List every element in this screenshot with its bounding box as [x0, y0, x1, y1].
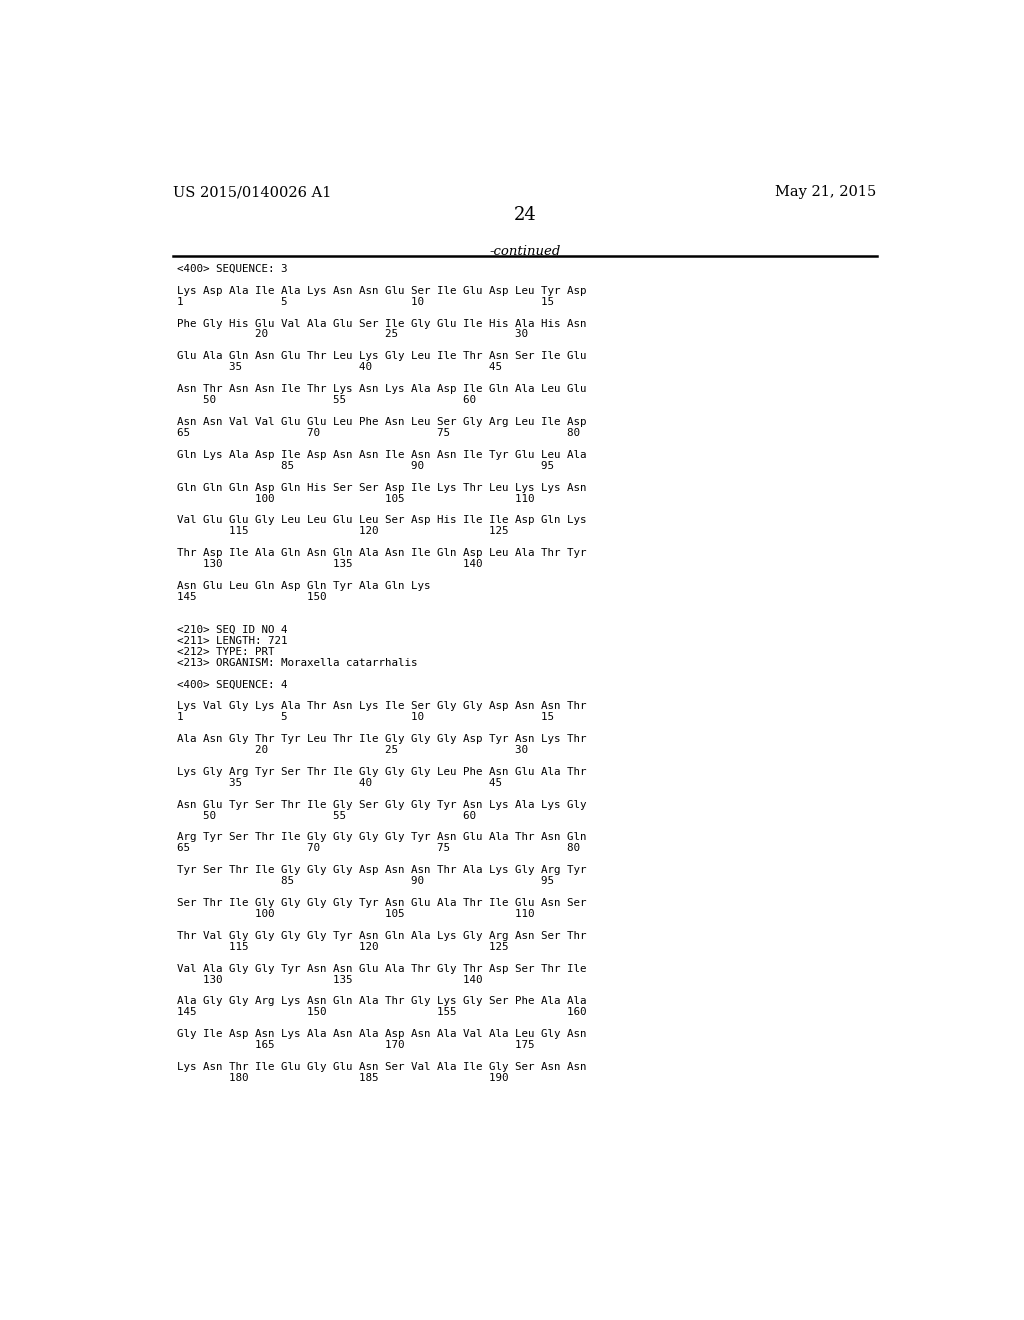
Text: 145                 150                 155                 160: 145 150 155 160: [177, 1007, 587, 1018]
Text: Lys Asn Thr Ile Glu Gly Glu Asn Ser Val Ala Ile Gly Ser Asn Asn: Lys Asn Thr Ile Glu Gly Glu Asn Ser Val …: [177, 1063, 587, 1072]
Text: 85                  90                  95: 85 90 95: [177, 461, 554, 471]
Text: Lys Gly Arg Tyr Ser Thr Ile Gly Gly Gly Leu Phe Asn Glu Ala Thr: Lys Gly Arg Tyr Ser Thr Ile Gly Gly Gly …: [177, 767, 587, 777]
Text: -continued: -continued: [489, 244, 560, 257]
Text: Gln Gln Gln Asp Gln His Ser Ser Asp Ile Lys Thr Leu Lys Lys Asn: Gln Gln Gln Asp Gln His Ser Ser Asp Ile …: [177, 483, 587, 492]
Text: 115                 120                 125: 115 120 125: [177, 941, 508, 952]
Text: 115                 120                 125: 115 120 125: [177, 527, 508, 536]
Text: Ser Thr Ile Gly Gly Gly Gly Tyr Asn Glu Ala Thr Ile Glu Asn Ser: Ser Thr Ile Gly Gly Gly Gly Tyr Asn Glu …: [177, 898, 587, 908]
Text: Lys Val Gly Lys Ala Thr Asn Lys Ile Ser Gly Gly Asp Asn Asn Thr: Lys Val Gly Lys Ala Thr Asn Lys Ile Ser …: [177, 701, 587, 711]
Text: Thr Val Gly Gly Gly Gly Tyr Asn Gln Ala Lys Gly Arg Asn Ser Thr: Thr Val Gly Gly Gly Gly Tyr Asn Gln Ala …: [177, 931, 587, 941]
Text: 20                  25                  30: 20 25 30: [177, 330, 527, 339]
Text: Phe Gly His Glu Val Ala Glu Ser Ile Gly Glu Ile His Ala His Asn: Phe Gly His Glu Val Ala Glu Ser Ile Gly …: [177, 318, 587, 329]
Text: 145                 150: 145 150: [177, 591, 327, 602]
Text: US 2015/0140026 A1: US 2015/0140026 A1: [173, 185, 332, 199]
Text: 100                 105                 110: 100 105 110: [177, 494, 535, 503]
Text: Glu Ala Gln Asn Glu Thr Leu Lys Gly Leu Ile Thr Asn Ser Ile Glu: Glu Ala Gln Asn Glu Thr Leu Lys Gly Leu …: [177, 351, 587, 362]
Text: May 21, 2015: May 21, 2015: [775, 185, 877, 199]
Text: 85                  90                  95: 85 90 95: [177, 876, 554, 886]
Text: 50                  55                  60: 50 55 60: [177, 810, 476, 821]
Text: 1               5                   10                  15: 1 5 10 15: [177, 713, 554, 722]
Text: <400> SEQUENCE: 3: <400> SEQUENCE: 3: [177, 264, 288, 273]
Text: <210> SEQ ID NO 4: <210> SEQ ID NO 4: [177, 624, 288, 635]
Text: 65                  70                  75                  80: 65 70 75 80: [177, 843, 580, 854]
Text: Thr Asp Ile Ala Gln Asn Gln Ala Asn Ile Gln Asp Leu Ala Thr Tyr: Thr Asp Ile Ala Gln Asn Gln Ala Asn Ile …: [177, 548, 587, 558]
Text: 35                  40                  45: 35 40 45: [177, 362, 502, 372]
Text: Gly Ile Asp Asn Lys Ala Asn Ala Asp Asn Ala Val Ala Leu Gly Asn: Gly Ile Asp Asn Lys Ala Asn Ala Asp Asn …: [177, 1030, 587, 1039]
Text: 100                 105                 110: 100 105 110: [177, 909, 535, 919]
Text: Arg Tyr Ser Thr Ile Gly Gly Gly Gly Tyr Asn Glu Ala Thr Asn Gln: Arg Tyr Ser Thr Ile Gly Gly Gly Gly Tyr …: [177, 833, 587, 842]
Text: Asn Glu Tyr Ser Thr Ile Gly Ser Gly Gly Tyr Asn Lys Ala Lys Gly: Asn Glu Tyr Ser Thr Ile Gly Ser Gly Gly …: [177, 800, 587, 809]
Text: 1               5                   10                  15: 1 5 10 15: [177, 297, 554, 306]
Text: 165                 170                 175: 165 170 175: [177, 1040, 535, 1051]
Text: <213> ORGANISM: Moraxella catarrhalis: <213> ORGANISM: Moraxella catarrhalis: [177, 657, 418, 668]
Text: 35                  40                  45: 35 40 45: [177, 777, 502, 788]
Text: 24: 24: [513, 206, 537, 224]
Text: Gln Lys Ala Asp Ile Asp Asn Asn Ile Asn Asn Ile Tyr Glu Leu Ala: Gln Lys Ala Asp Ile Asp Asn Asn Ile Asn …: [177, 450, 587, 459]
Text: 180                 185                 190: 180 185 190: [177, 1073, 508, 1082]
Text: <212> TYPE: PRT: <212> TYPE: PRT: [177, 647, 274, 656]
Text: Ala Gly Gly Arg Lys Asn Gln Ala Thr Gly Lys Gly Ser Phe Ala Ala: Ala Gly Gly Arg Lys Asn Gln Ala Thr Gly …: [177, 997, 587, 1006]
Text: 130                 135                 140: 130 135 140: [177, 974, 482, 985]
Text: 130                 135                 140: 130 135 140: [177, 560, 482, 569]
Text: <211> LENGTH: 721: <211> LENGTH: 721: [177, 636, 288, 645]
Text: Lys Asp Ala Ile Ala Lys Asn Asn Glu Ser Ile Glu Asp Leu Tyr Asp: Lys Asp Ala Ile Ala Lys Asn Asn Glu Ser …: [177, 285, 587, 296]
Text: Ala Asn Gly Thr Tyr Leu Thr Ile Gly Gly Gly Asp Tyr Asn Lys Thr: Ala Asn Gly Thr Tyr Leu Thr Ile Gly Gly …: [177, 734, 587, 744]
Text: Tyr Ser Thr Ile Gly Gly Gly Asp Asn Asn Thr Ala Lys Gly Arg Tyr: Tyr Ser Thr Ile Gly Gly Gly Asp Asn Asn …: [177, 866, 587, 875]
Text: Asn Glu Leu Gln Asp Gln Tyr Ala Gln Lys: Asn Glu Leu Gln Asp Gln Tyr Ala Gln Lys: [177, 581, 430, 591]
Text: Asn Thr Asn Asn Ile Thr Lys Asn Lys Ala Asp Ile Gln Ala Leu Glu: Asn Thr Asn Asn Ile Thr Lys Asn Lys Ala …: [177, 384, 587, 395]
Text: <400> SEQUENCE: 4: <400> SEQUENCE: 4: [177, 680, 288, 689]
Text: Val Glu Glu Gly Leu Leu Glu Leu Ser Asp His Ile Ile Asp Gln Lys: Val Glu Glu Gly Leu Leu Glu Leu Ser Asp …: [177, 515, 587, 525]
Text: 20                  25                  30: 20 25 30: [177, 744, 527, 755]
Text: Val Ala Gly Gly Tyr Asn Asn Glu Ala Thr Gly Thr Asp Ser Thr Ile: Val Ala Gly Gly Tyr Asn Asn Glu Ala Thr …: [177, 964, 587, 974]
Text: 50                  55                  60: 50 55 60: [177, 395, 476, 405]
Text: 65                  70                  75                  80: 65 70 75 80: [177, 428, 580, 438]
Text: Asn Asn Val Val Glu Glu Leu Phe Asn Leu Ser Gly Arg Leu Ile Asp: Asn Asn Val Val Glu Glu Leu Phe Asn Leu …: [177, 417, 587, 426]
